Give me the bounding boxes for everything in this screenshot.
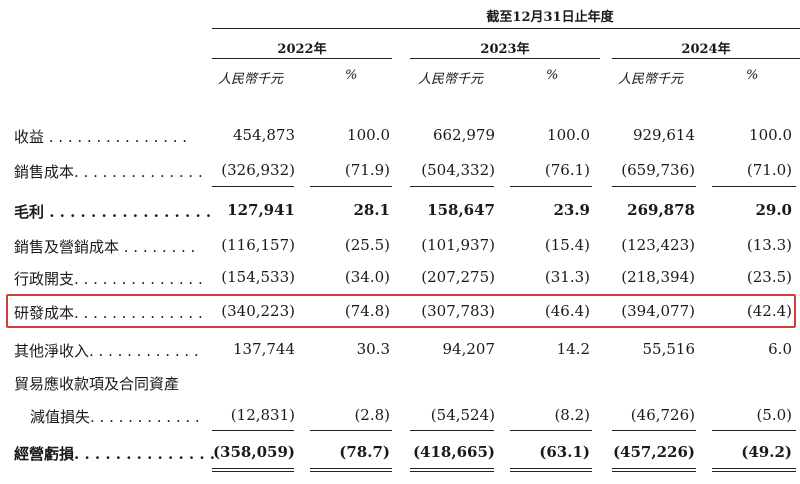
subtotal-line: [410, 186, 494, 187]
cell-selling-marketing-2023-pct: (15.4): [544, 236, 590, 254]
total-double-line: [310, 468, 392, 472]
cell-revenue-2023: 662,979: [432, 126, 495, 144]
year-underline-2023: [410, 58, 600, 59]
cell-rnd-costs-2022: (340,223): [221, 302, 295, 320]
cell-other-net-income-2024: 55,516: [642, 340, 696, 358]
subtotal-line: [510, 186, 592, 187]
cell-other-net-income-2024-pct: 6.0: [768, 340, 792, 358]
cell-revenue-2022: 454,873: [232, 126, 295, 144]
unit-rmb-2023: 人民幣千元: [418, 72, 484, 87]
subtotal-line: [612, 430, 696, 431]
cell-rnd-costs-2024: (394,077): [621, 302, 695, 320]
cell-rnd-costs-2024-pct: (42.4): [746, 302, 792, 320]
subtotal-line: [712, 430, 796, 431]
subtotal-line: [310, 430, 392, 431]
row-label-cost-of-sales: 銷售成本. . . . . . . . . . . . . .: [14, 163, 203, 181]
cell-gross-profit-2024: 269,878: [627, 201, 695, 219]
cell-operating-loss-2022: (358,059): [212, 443, 295, 461]
total-double-line: [712, 468, 796, 472]
row-label-revenue: 收益 . . . . . . . . . . . . . . .: [14, 128, 188, 146]
subtotal-line: [410, 430, 494, 431]
unit-pct-2024: %: [746, 68, 759, 83]
row-label-operating-loss: 經營虧損. . . . . . . . . . . . . .: [14, 445, 215, 463]
total-double-line: [510, 468, 592, 472]
cell-admin-expenses-2023-pct: (31.3): [544, 268, 590, 286]
cell-admin-expenses-2022: (154,533): [221, 268, 295, 286]
cell-admin-expenses-2023: (207,275): [421, 268, 495, 286]
year-2022: 2022年: [277, 42, 327, 57]
cell-selling-marketing-2023: (101,937): [421, 236, 495, 254]
cell-selling-marketing-2022-pct: (25.5): [344, 236, 390, 254]
unit-rmb-2022: 人民幣千元: [218, 72, 284, 87]
period-header: 截至12月31日止年度: [486, 10, 614, 25]
cell-revenue-2023-pct: 100.0: [547, 126, 590, 144]
cell-cost-of-sales-2022: (326,932): [221, 161, 295, 179]
cell-admin-expenses-2022-pct: (34.0): [344, 268, 390, 286]
subtotal-line: [310, 186, 392, 187]
cell-gross-profit-2022: 127,941: [227, 201, 295, 219]
unit-pct-2022: %: [345, 68, 358, 83]
row-label-gross-profit: 毛利 . . . . . . . . . . . . . . . .: [14, 203, 212, 221]
total-double-line: [612, 468, 696, 472]
year-underline-2024: [612, 58, 800, 59]
cell-revenue-2024-pct: 100.0: [749, 126, 792, 144]
year-2023: 2023年: [480, 42, 530, 57]
cell-rnd-costs-2023-pct: (46.4): [544, 302, 590, 320]
year-underline-2022: [212, 58, 392, 59]
row-label-admin-expenses: 行政開支. . . . . . . . . . . . . .: [14, 270, 203, 288]
cell-cost-of-sales-2024: (659,736): [621, 161, 695, 179]
cell-selling-marketing-2022: (116,157): [221, 236, 295, 254]
cell-selling-marketing-2024-pct: (13.3): [746, 236, 792, 254]
cell-impairment-loss-2023-pct: (8.2): [554, 406, 590, 424]
cell-gross-profit-2023: 158,647: [427, 201, 495, 219]
subtotal-line: [612, 186, 696, 187]
row-label-rnd-costs: 研發成本. . . . . . . . . . . . . .: [14, 304, 203, 322]
cell-operating-loss-2024-pct: (49.2): [741, 443, 792, 461]
cell-gross-profit-2024-pct: 29.0: [755, 201, 792, 219]
cell-admin-expenses-2024: (218,394): [621, 268, 695, 286]
row-label-impairment-loss: 減值損失. . . . . . . . . . . .: [30, 408, 200, 426]
cell-operating-loss-2023-pct: (63.1): [539, 443, 590, 461]
cell-operating-loss-2022-pct: (78.7): [339, 443, 390, 461]
cell-revenue-2024: 929,614: [632, 126, 695, 144]
cell-operating-loss-2023: (418,665): [412, 443, 495, 461]
cell-cost-of-sales-2022-pct: (71.9): [344, 161, 390, 179]
cell-impairment-loss-2023: (54,524): [430, 406, 495, 424]
cell-admin-expenses-2024-pct: (23.5): [746, 268, 792, 286]
cell-rnd-costs-2022-pct: (74.8): [344, 302, 390, 320]
period-underline: [212, 28, 800, 29]
cell-other-net-income-2022: 137,744: [232, 340, 295, 358]
cell-other-net-income-2023-pct: 14.2: [556, 340, 590, 358]
cell-cost-of-sales-2024-pct: (71.0): [746, 161, 792, 179]
subtotal-line: [510, 430, 592, 431]
cell-gross-profit-2023-pct: 23.9: [553, 201, 590, 219]
cell-revenue-2022-pct: 100.0: [347, 126, 390, 144]
subtotal-line: [712, 186, 796, 187]
cell-operating-loss-2024: (457,226): [612, 443, 695, 461]
row-label-other-net-income: 其他淨收入. . . . . . . . . . . .: [14, 342, 199, 360]
cell-gross-profit-2022-pct: 28.1: [353, 201, 390, 219]
cell-impairment-loss-2022: (12,831): [230, 406, 295, 424]
cell-cost-of-sales-2023: (504,332): [421, 161, 495, 179]
subtotal-line: [212, 186, 294, 187]
subtotal-line: [212, 430, 294, 431]
total-double-line: [212, 468, 294, 472]
row-label-receivables-heading: 貿易應收款項及合同資產: [14, 375, 180, 393]
cell-cost-of-sales-2023-pct: (76.1): [544, 161, 590, 179]
cell-impairment-loss-2024: (46,726): [630, 406, 695, 424]
cell-rnd-costs-2023: (307,783): [421, 302, 495, 320]
unit-pct-2023: %: [546, 68, 559, 83]
unit-rmb-2024: 人民幣千元: [618, 72, 684, 87]
cell-impairment-loss-2022-pct: (2.8): [354, 406, 390, 424]
total-double-line: [410, 468, 494, 472]
row-label-selling-marketing: 銷售及營銷成本 . . . . . . . .: [14, 238, 196, 256]
cell-other-net-income-2022-pct: 30.3: [356, 340, 390, 358]
year-2024: 2024年: [681, 42, 731, 57]
highlight-box: [6, 294, 796, 328]
cell-impairment-loss-2024-pct: (5.0): [756, 406, 792, 424]
cell-selling-marketing-2024: (123,423): [621, 236, 695, 254]
cell-other-net-income-2023: 94,207: [442, 340, 496, 358]
